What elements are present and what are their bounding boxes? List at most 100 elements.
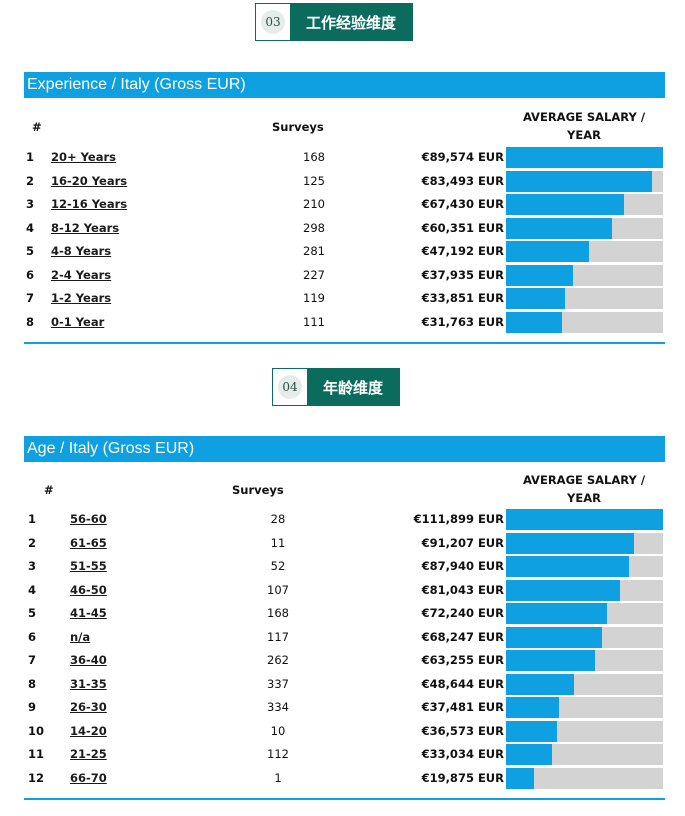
row-rank: 8 xyxy=(26,314,35,329)
table-row: 5 41-45 168 €72,240 EUR xyxy=(24,602,665,626)
table-row: 11 21-25 112 €33,034 EUR xyxy=(24,743,665,767)
row-rank: 11 xyxy=(28,747,45,761)
salary-bar-track xyxy=(506,147,663,168)
row-label-link[interactable]: 31-35 xyxy=(70,676,107,691)
row-surveys: 1 xyxy=(274,770,282,785)
row-surveys: 337 xyxy=(267,676,289,691)
row-label-link[interactable]: 51-55 xyxy=(70,559,107,573)
salary-bar-fill xyxy=(506,626,602,648)
salary-bar-fill xyxy=(506,650,595,671)
row-label-link[interactable]: 56-60 xyxy=(70,512,107,526)
salary-bar-fill xyxy=(506,673,575,695)
row-average-salary: €48,644 EUR xyxy=(421,676,504,691)
badge-number: 03 xyxy=(256,4,290,40)
table-bottom-rule xyxy=(24,798,665,800)
badge-title: 工作经验维度 xyxy=(290,4,413,40)
row-label-link[interactable]: 41-45 xyxy=(70,606,107,620)
table-row: 2 61-65 11 €91,207 EUR xyxy=(24,532,665,556)
row-surveys: 11 xyxy=(270,535,286,550)
row-rank: 12 xyxy=(28,770,45,785)
table-row: 6 n/a 117 €68,247 EUR xyxy=(24,626,665,650)
row-average-salary: €91,207 EUR xyxy=(421,535,504,550)
row-average-salary: €37,481 EUR xyxy=(421,700,504,714)
age-table-header: Age / Italy (Gross EUR) xyxy=(24,436,665,462)
row-label-link[interactable]: 26-30 xyxy=(70,700,107,714)
salary-bar-track xyxy=(506,603,663,624)
salary-bar-track xyxy=(506,194,663,215)
row-label-link[interactable]: 2-4 Years xyxy=(51,267,112,282)
table-row: 4 8-12 Years 298 €60,351 EUR xyxy=(24,217,665,241)
row-label-link[interactable]: 4-8 Years xyxy=(51,244,112,258)
row-rank: 6 xyxy=(26,267,35,282)
row-average-salary: €37,935 EUR xyxy=(421,267,504,282)
row-average-salary: €19,875 EUR xyxy=(421,770,504,785)
row-label-link[interactable]: 61-65 xyxy=(70,535,107,550)
salary-bar-track xyxy=(506,241,663,262)
table-row: 10 14-20 10 €36,573 EUR xyxy=(24,720,665,744)
salary-bar-track xyxy=(506,720,663,742)
salary-bar-fill xyxy=(506,744,553,765)
table-row: 3 12-16 Years 210 €67,430 EUR xyxy=(24,193,665,217)
row-average-salary: €68,247 EUR xyxy=(421,629,504,644)
salary-bar-fill xyxy=(506,579,620,601)
row-label-link[interactable]: 20+ Years xyxy=(51,150,116,164)
row-surveys: 117 xyxy=(267,629,289,644)
table-row: 3 51-55 52 €87,940 EUR xyxy=(24,555,665,579)
rank-column-header: # xyxy=(32,120,42,134)
row-rank: 10 xyxy=(28,723,45,738)
salary-bar-track xyxy=(506,626,663,648)
salary-bar-fill xyxy=(506,170,653,192)
table-row: 1 56-60 28 €111,899 EUR xyxy=(24,508,665,532)
salary-bar-track xyxy=(506,556,663,577)
row-label-link[interactable]: 1-2 Years xyxy=(51,291,112,305)
row-label-link[interactable]: 14-20 xyxy=(70,723,107,738)
row-label-link[interactable]: n/a xyxy=(70,629,91,644)
row-surveys: 281 xyxy=(303,244,325,258)
row-rank: 4 xyxy=(28,582,37,597)
salary-bar-fill xyxy=(506,556,630,577)
row-average-salary: €72,240 EUR xyxy=(421,606,504,620)
row-average-salary: €33,851 EUR xyxy=(421,291,504,305)
salary-bar-track xyxy=(506,509,663,530)
surveys-column-header: Surveys xyxy=(232,483,284,497)
row-rank: 5 xyxy=(26,244,35,258)
salary-bar-fill xyxy=(506,241,589,262)
row-rank: 4 xyxy=(26,220,35,235)
row-label-link[interactable]: 0-1 Year xyxy=(51,314,105,329)
salary-bar-track xyxy=(506,767,663,789)
row-surveys: 125 xyxy=(303,173,325,188)
row-surveys: 107 xyxy=(267,582,289,597)
row-rank: 5 xyxy=(28,606,37,620)
row-average-salary: €36,573 EUR xyxy=(421,723,504,738)
row-label-link[interactable]: 12-16 Years xyxy=(51,197,128,211)
salary-bar-track xyxy=(506,288,663,309)
row-label-link[interactable]: 8-12 Years xyxy=(51,220,120,235)
row-label-link[interactable]: 46-50 xyxy=(70,582,107,597)
average-salary-column-header: AVERAGE SALARY / YEAR xyxy=(522,473,646,505)
salary-bar-track xyxy=(506,673,663,695)
salary-bar-fill xyxy=(506,288,566,309)
salary-bar-track xyxy=(506,532,663,554)
salary-bar-fill xyxy=(506,264,573,286)
row-average-salary: €111,899 EUR xyxy=(413,512,504,526)
row-label-link[interactable]: 21-25 xyxy=(70,747,107,761)
row-average-salary: €89,574 EUR xyxy=(421,150,504,164)
row-rank: 1 xyxy=(28,512,37,526)
row-surveys: 112 xyxy=(267,747,289,761)
salary-bar-track xyxy=(506,311,663,333)
row-surveys: 168 xyxy=(303,150,325,164)
row-average-salary: €87,940 EUR xyxy=(421,559,504,573)
table-row: 2 16-20 Years 125 €83,493 EUR xyxy=(24,170,665,194)
row-label-link[interactable]: 16-20 Years xyxy=(51,173,128,188)
row-label-link[interactable]: 66-70 xyxy=(70,770,107,785)
row-rank: 3 xyxy=(28,559,37,573)
table-row: 9 26-30 334 €37,481 EUR xyxy=(24,696,665,720)
salary-bar-track xyxy=(506,264,663,286)
table-row: 5 4-8 Years 281 €47,192 EUR xyxy=(24,240,665,264)
salary-bar-track xyxy=(506,217,663,239)
row-surveys: 262 xyxy=(267,653,289,667)
experience-table: Experience / Italy (Gross EUR) # Surveys… xyxy=(24,72,665,346)
row-average-salary: €67,430 EUR xyxy=(421,197,504,211)
table-row: 7 36-40 262 €63,255 EUR xyxy=(24,649,665,673)
row-label-link[interactable]: 36-40 xyxy=(70,653,107,667)
